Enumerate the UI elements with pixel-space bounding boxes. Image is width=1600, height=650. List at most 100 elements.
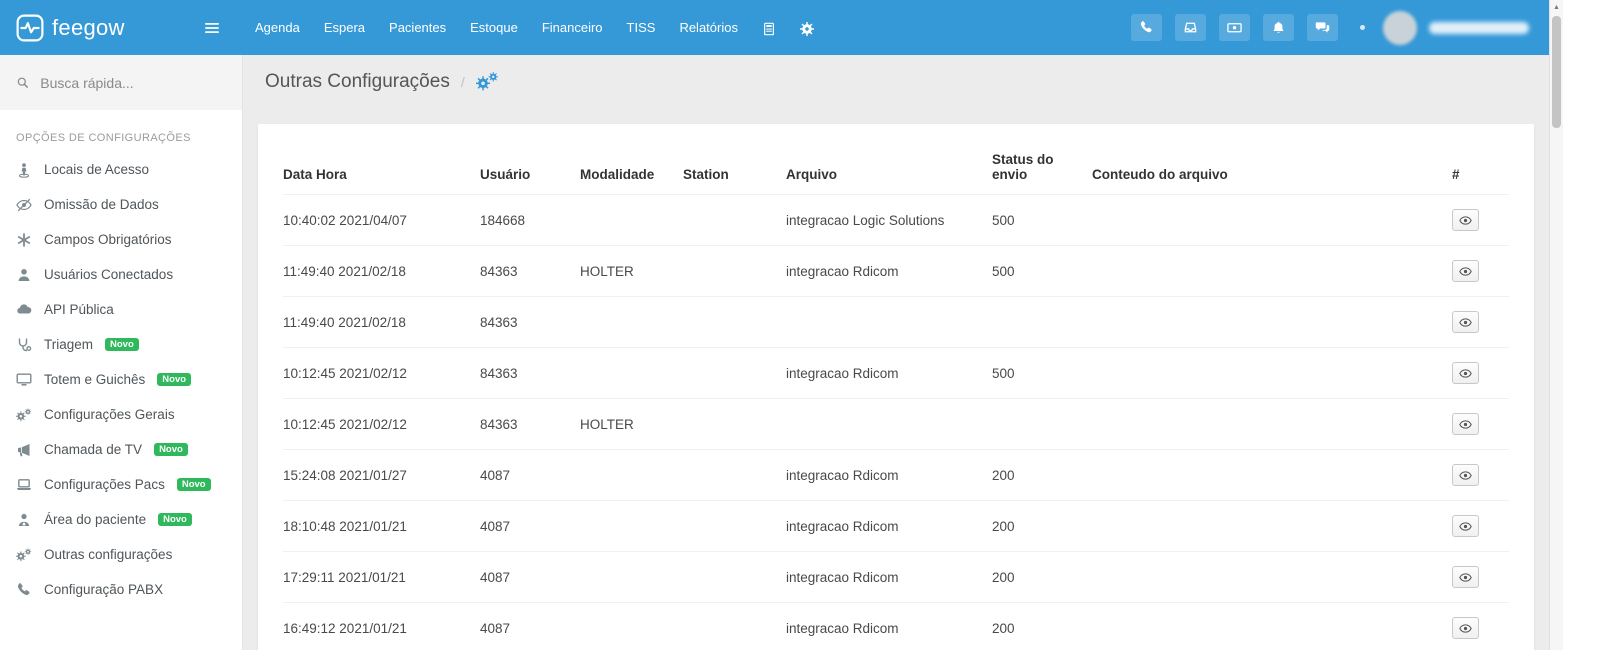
cell-usuario: 184668: [480, 194, 580, 246]
cell-conteudo-do-arquivo: [1092, 449, 1452, 501]
view-row-button[interactable]: [1452, 413, 1479, 435]
cell-arquivo: integracao Rdicom: [786, 551, 992, 603]
view-row-button[interactable]: [1452, 362, 1479, 384]
cell-data-hora: 10:12:45 2021/02/12: [283, 347, 480, 399]
table-body: 10:40:02 2021/04/07 184668 integracao Logi…: [283, 194, 1509, 650]
cell-usuario: 4087: [480, 602, 580, 650]
col-usuario: Usuário: [480, 167, 531, 182]
asterisk-icon: [16, 232, 32, 248]
page-scrollbar[interactable]: ▲: [1549, 0, 1563, 650]
sidebar-item-api-publica[interactable]: API Pública: [0, 292, 242, 327]
brand-zone: feegow: [0, 14, 243, 42]
phone-button[interactable]: [1131, 14, 1162, 41]
col-data-hora: Data Hora: [283, 167, 347, 182]
cell-usuario: 4087: [480, 551, 580, 603]
sidebar-item-configuracao-pabx[interactable]: Configuração PABX: [0, 572, 242, 607]
sidebar-item-campos-obrigatorios[interactable]: Campos Obrigatórios: [0, 222, 242, 257]
cogs-icon[interactable]: [475, 72, 499, 91]
breadcrumb: Outras Configurações /: [243, 55, 1549, 108]
nav-relatorios[interactable]: Relatórios: [679, 20, 738, 35]
navbar-right: [1118, 10, 1549, 45]
cell-arquivo: [786, 296, 992, 348]
cell-status-do-envio: 200: [992, 551, 1092, 603]
novo-badge: Novo: [154, 442, 188, 457]
sidebar-item-omissao-de-dados[interactable]: Omissão de Dados: [0, 187, 242, 222]
search-icon: [16, 75, 29, 90]
cell-modalidade: [580, 347, 683, 399]
cell-data-hora: 11:49:40 2021/02/18: [283, 296, 480, 348]
view-row-button[interactable]: [1452, 260, 1479, 282]
view-row-button[interactable]: [1452, 311, 1479, 333]
novo-badge: Novo: [176, 477, 211, 492]
nav-tiss[interactable]: TISS: [626, 20, 656, 35]
cell-actions: [1452, 500, 1509, 552]
chat-button[interactable]: [1307, 14, 1338, 41]
sidebar-item-usuarios-conectados[interactable]: Usuários Conectados: [0, 257, 242, 292]
table-card: Data Hora Usuário Modalidade Station Arquivo…: [258, 124, 1534, 650]
nav-financeiro[interactable]: Financeiro: [541, 20, 603, 35]
sidebar-item-triagem[interactable]: Triagem Novo: [0, 327, 242, 362]
cell-status-do-envio: [992, 296, 1092, 348]
cell-data-hora: 15:24:08 2021/01/27: [283, 449, 480, 501]
street-view-icon: [16, 162, 32, 178]
cell-status-do-envio: 500: [992, 194, 1092, 246]
view-row-button[interactable]: [1452, 515, 1479, 537]
cell-conteudo-do-arquivo: [1092, 296, 1452, 348]
brand[interactable]: feegow: [16, 14, 125, 42]
sidebar-item-totem-e-guiches[interactable]: Totem e Guichês Novo: [0, 362, 242, 397]
eye-icon: [1459, 316, 1472, 329]
search-input[interactable]: [40, 74, 226, 91]
inbox-button[interactable]: [1175, 14, 1206, 41]
nav-espera[interactable]: Espera: [323, 20, 366, 35]
cell-modalidade: [580, 551, 683, 603]
sidebar: OPÇÕES DE CONFIGURAÇÕES Locais de Acesso…: [0, 55, 243, 650]
quick-search[interactable]: [0, 55, 242, 110]
scroll-up-arrow[interactable]: ▲: [1553, 3, 1560, 11]
bell-button[interactable]: [1263, 14, 1294, 41]
view-row-button[interactable]: [1452, 617, 1479, 639]
eye-icon: [1459, 622, 1472, 635]
sidebar-item-area-do-paciente[interactable]: Área do paciente Novo: [0, 502, 242, 537]
eye-icon: [1459, 520, 1472, 533]
view-row-button[interactable]: [1452, 566, 1479, 588]
sidebar-item-outras-configuracoes[interactable]: Outras configurações: [0, 537, 242, 572]
sidebar-item-configuracoes-pacs[interactable]: Configurações Pacs Novo: [0, 467, 242, 502]
money-button[interactable]: [1219, 14, 1250, 41]
sidebar-item-locais-de-acesso[interactable]: Locais de Acesso: [0, 152, 242, 187]
nav-estoque[interactable]: Estoque: [470, 20, 518, 35]
cell-conteudo-do-arquivo: [1092, 602, 1452, 650]
avatar[interactable]: [1383, 10, 1417, 45]
hamburger-icon: [204, 20, 220, 36]
cell-actions: [1452, 245, 1509, 297]
cell-actions: [1452, 398, 1509, 450]
table-row: 10:40:02 2021/04/07 184668 integracao Logi…: [283, 194, 1509, 246]
cell-conteudo-do-arquivo: [1092, 500, 1452, 552]
megaphone-icon: [16, 442, 32, 458]
cell-usuario: 4087: [480, 500, 580, 552]
username[interactable]: [1429, 21, 1529, 34]
nav-calculator-button[interactable]: [750, 0, 788, 55]
cell-arquivo: integracao Rdicom: [786, 245, 992, 297]
cell-actions: [1452, 449, 1509, 501]
nav-pacientes[interactable]: Pacientes: [389, 20, 447, 35]
sidebar-item-chamada-de-tv[interactable]: Chamada de TV Novo: [0, 432, 242, 467]
col-status-do-envio: Status do envio: [992, 152, 1054, 182]
cell-station: [683, 449, 786, 501]
nav-agenda[interactable]: Agenda: [255, 20, 300, 35]
nav-gear-button[interactable]: [788, 0, 826, 55]
cell-data-hora: 10:40:02 2021/04/07: [283, 194, 480, 246]
scrollbar-thumb[interactable]: [1552, 16, 1561, 128]
view-row-button[interactable]: [1452, 209, 1479, 231]
sidebar-toggle-button[interactable]: [202, 20, 222, 35]
eye-icon: [1459, 418, 1472, 431]
col-conteudo-do-arquivo: Conteudo do arquivo: [1092, 167, 1228, 182]
table-row: 17:29:11 2021/01/21 4087 integracao Rdicom…: [283, 551, 1509, 603]
table-row: 15:24:08 2021/01/27 4087 integracao Rdicom…: [283, 449, 1509, 501]
phone-icon: [1139, 20, 1154, 35]
phone-icon: [16, 582, 32, 598]
view-row-button[interactable]: [1452, 464, 1479, 486]
sidebar-item-configuracoes-gerais[interactable]: Configurações Gerais: [0, 397, 242, 432]
cell-conteudo-do-arquivo: [1092, 398, 1452, 450]
cell-status-do-envio: 500: [992, 347, 1092, 399]
cell-usuario: 4087: [480, 449, 580, 501]
